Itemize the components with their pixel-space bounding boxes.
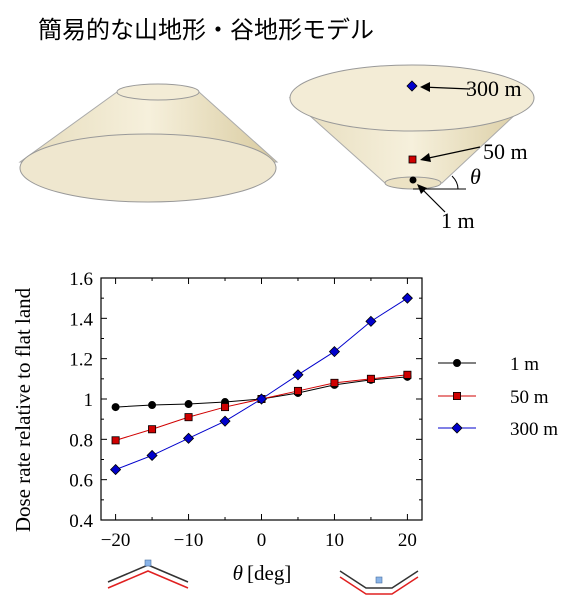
- data-point-300m: [110, 464, 122, 476]
- x-tick-label: 0: [257, 530, 267, 551]
- data-point-300m: [146, 449, 158, 462]
- chart-legend: 1 m 50 m 300 m: [438, 354, 558, 440]
- data-point-50m: [184, 413, 193, 422]
- legend-item-1m: 1 m: [438, 354, 539, 375]
- data-point-50m: [111, 436, 120, 445]
- data-point-300m: [365, 315, 377, 327]
- y-tick-label: 1.4: [69, 309, 93, 330]
- data-point-50m: [293, 386, 302, 395]
- data-point-300m: [328, 346, 341, 358]
- legend-label-1m: 1 m: [510, 354, 539, 375]
- data-point-300m: [292, 369, 304, 381]
- legend-item-300m: 300 m: [438, 419, 558, 440]
- data-point-1m: [184, 400, 193, 409]
- data-point-300m: [182, 432, 195, 444]
- data-point-50m: [330, 378, 339, 387]
- valley-profile-icon: [339, 570, 419, 595]
- x-axis-ticks: −20 −10 0 10 20: [101, 278, 417, 551]
- detector-1m-marker: [409, 176, 417, 184]
- series-1m: [111, 372, 412, 412]
- x-tick-label: 20: [398, 530, 417, 551]
- series-300m: [110, 292, 413, 476]
- x-axis-label: θ [deg]: [233, 561, 292, 585]
- legend-marker-300m: [451, 422, 463, 434]
- data-point-300m: [401, 292, 413, 304]
- model-callouts: 300 m 50 m 1 m θ: [406, 76, 528, 233]
- y-tick-label: 1: [84, 390, 94, 411]
- detector-300m-marker: [406, 80, 418, 92]
- series-50m: [111, 370, 412, 445]
- x-tick-label: −20: [101, 530, 131, 551]
- data-point-50m: [221, 403, 230, 412]
- y-tick-label: 0.4: [69, 511, 93, 532]
- figure-title: 簡易的な山地形・谷地形モデル: [38, 16, 374, 44]
- data-point-50m: [148, 425, 157, 434]
- y-tick-label: 0.8: [69, 430, 93, 451]
- x-tick-label: −10: [174, 530, 204, 551]
- series-layer: [110, 292, 413, 476]
- data-point-50m: [403, 370, 412, 379]
- legend-label-50m: 50 m: [510, 387, 549, 408]
- y-axis-ticks: 0.4 0.6 0.8 1 1.2 1.4 1.6: [69, 269, 422, 532]
- angle-label: θ: [470, 164, 481, 189]
- data-point-50m: [366, 374, 375, 383]
- legend-item-50m: 50 m: [438, 387, 549, 408]
- y-tick-label: 1.6: [69, 269, 93, 290]
- data-point-1m: [148, 401, 157, 410]
- callout-50m: 50 m: [483, 139, 528, 164]
- callout-300m: 300 m: [466, 76, 522, 101]
- x-axis-label-unit: [deg]: [247, 561, 291, 585]
- series-line-50m: [115, 374, 408, 441]
- mountain-model: [18, 83, 279, 203]
- y-tick-label: 0.6: [69, 471, 93, 492]
- callout-1m: 1 m: [441, 208, 475, 233]
- dose-rate-chart: 0.4 0.6 0.8 1 1.2 1.4 1.6 −20 −10 0 10 20 Dose rat…: [11, 269, 423, 585]
- y-axis-label: Dose rate relative to flat land: [11, 287, 35, 532]
- legend-marker-50m: [452, 391, 461, 400]
- legend-label-300m: 300 m: [510, 419, 558, 440]
- data-point-1m: [111, 403, 120, 412]
- data-point-300m: [255, 393, 268, 405]
- data-point-300m: [219, 415, 231, 427]
- y-tick-label: 1.2: [69, 350, 93, 371]
- mountain-profile-icon: [107, 559, 189, 589]
- x-tick-label: 10: [325, 530, 344, 551]
- detector-50m-marker: [408, 155, 417, 164]
- series-line-300m: [115, 297, 408, 471]
- legend-marker-1m: [452, 358, 461, 367]
- x-axis-label-symbol: θ: [233, 561, 243, 585]
